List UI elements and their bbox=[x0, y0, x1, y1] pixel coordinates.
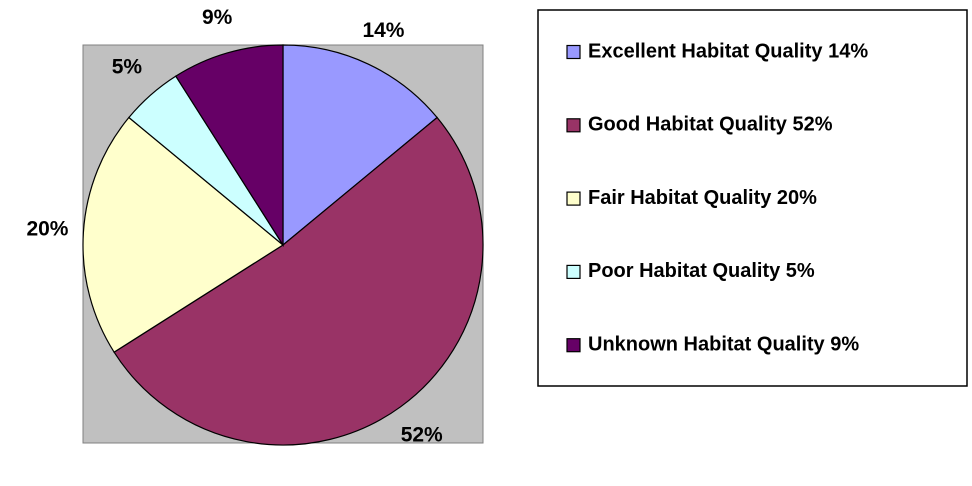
data-label: 20% bbox=[26, 218, 68, 241]
legend-label: Excellent Habitat Quality 14% bbox=[588, 40, 868, 62]
legend-label: Poor Habitat Quality 5% bbox=[588, 260, 815, 282]
data-label: 5% bbox=[112, 56, 143, 79]
data-label: 14% bbox=[362, 19, 404, 42]
legend-label: Unknown Habitat Quality 9% bbox=[588, 333, 859, 355]
data-label: 9% bbox=[202, 6, 233, 29]
pie-slice bbox=[113, 116, 484, 446]
legend-swatch bbox=[566, 191, 581, 206]
legend-swatch bbox=[566, 264, 581, 279]
legend-label: Fair Habitat Quality 20% bbox=[588, 187, 817, 209]
legend-swatch bbox=[566, 118, 581, 133]
legend-label: Good Habitat Quality 52% bbox=[588, 114, 833, 136]
pie-slice bbox=[282, 44, 438, 247]
data-label: 52% bbox=[401, 423, 443, 446]
pie-slice bbox=[175, 44, 284, 248]
pie-slice bbox=[82, 116, 285, 353]
legend-swatch bbox=[566, 338, 581, 353]
legend-box bbox=[537, 9, 968, 387]
legend-swatch bbox=[566, 44, 581, 60]
